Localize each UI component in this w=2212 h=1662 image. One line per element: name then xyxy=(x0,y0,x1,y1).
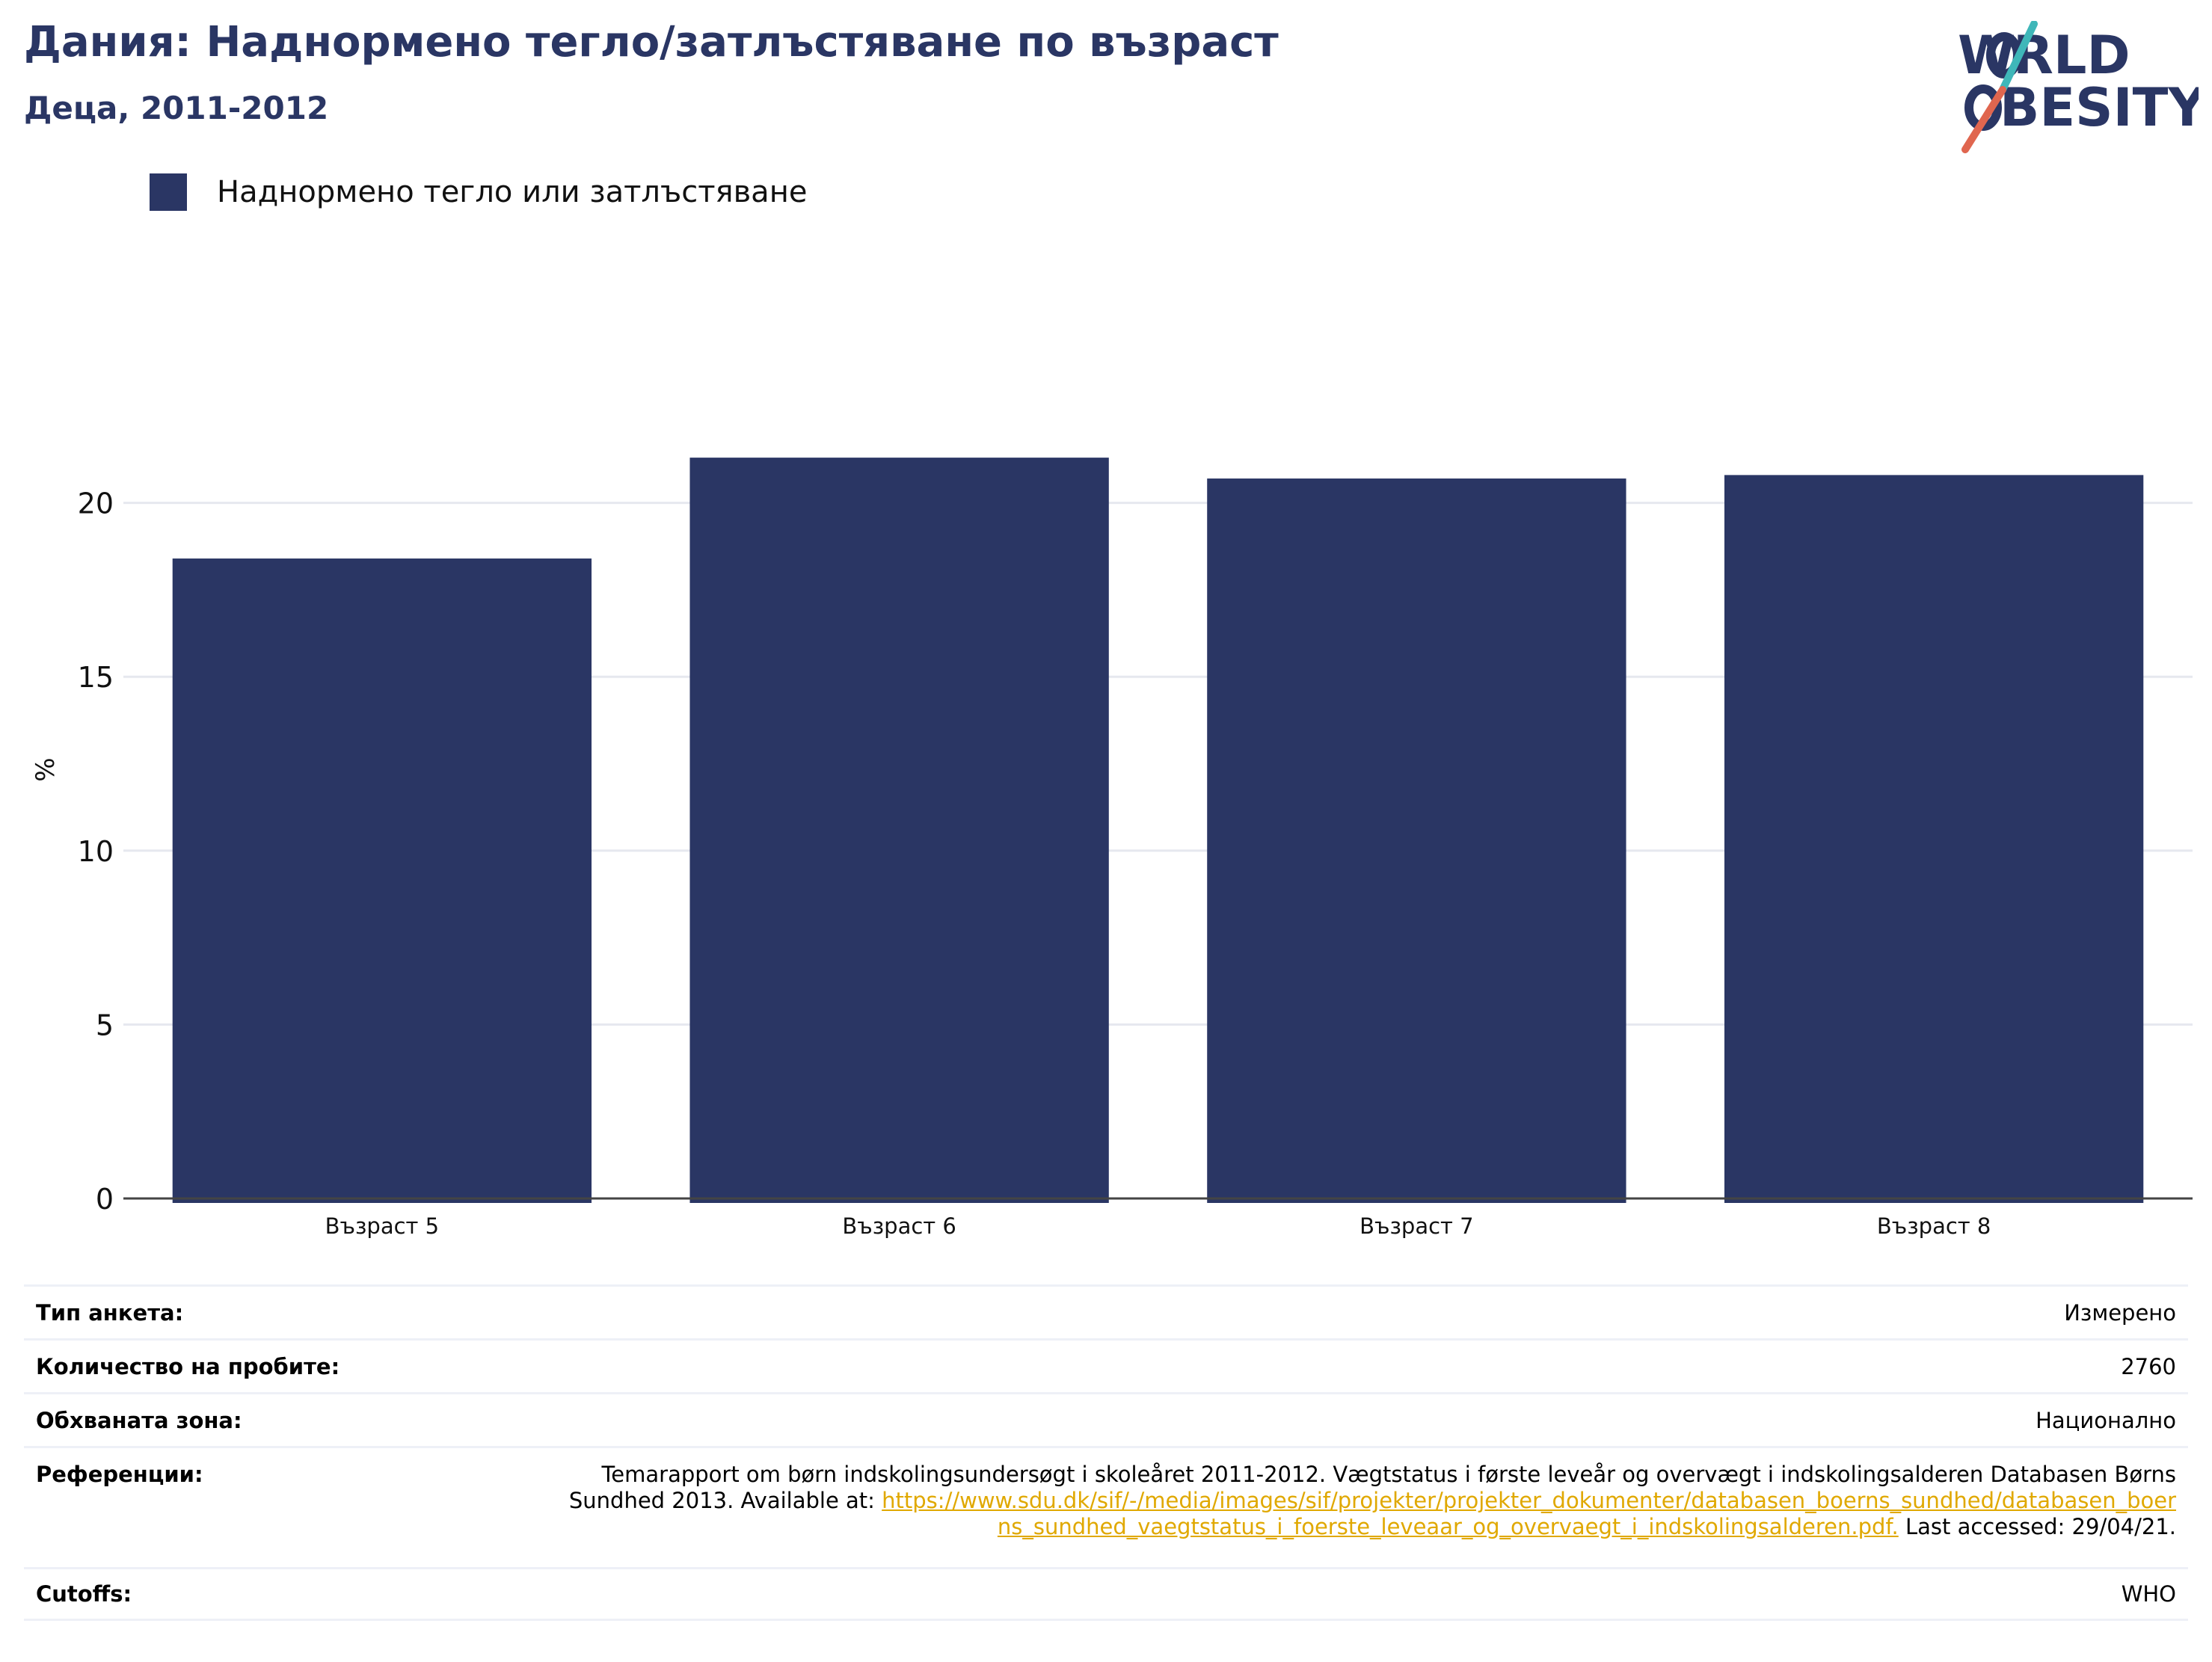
x-tick-label: Възраст 7 xyxy=(1360,1213,1474,1239)
coverage-value: Национално xyxy=(2036,1407,2176,1433)
cutoffs-value: WHO xyxy=(2121,1581,2176,1607)
info-table: Тип анкета: Измерено Количество на проби… xyxy=(24,1284,2188,1621)
references-value: Temarapport om børn indskolingsundersøgt… xyxy=(568,1462,2176,1540)
bar xyxy=(1724,475,2144,1203)
world-obesity-logo: W RLD BESITY xyxy=(1958,21,2199,153)
bar xyxy=(172,558,592,1203)
y-tick-label: 5 xyxy=(96,1009,114,1041)
svg-text:BESITY: BESITY xyxy=(2000,77,2199,138)
page-subtitle: Деца, 2011-2012 xyxy=(24,90,329,126)
y-tick-label: 10 xyxy=(78,835,114,868)
legend-label: Наднормено тегло или затлъстяване xyxy=(217,175,808,209)
bar xyxy=(689,458,1109,1203)
y-tick-label: 0 xyxy=(96,1183,114,1216)
chart-legend: Наднормено тегло или затлъстяване xyxy=(150,173,807,211)
survey-type-value: Измерено xyxy=(2064,1299,2176,1326)
y-tick-label: 15 xyxy=(78,661,114,694)
x-tick-label: Възраст 6 xyxy=(842,1213,956,1239)
survey-type-label: Тип анкета: xyxy=(36,1299,184,1326)
references-label: Референции: xyxy=(36,1462,203,1487)
info-row-cutoffs: Cutoffs: WHO xyxy=(24,1567,2188,1621)
y-tick-label: 20 xyxy=(78,487,114,520)
references-link[interactable]: https://www.sdu.dk/sif/-/media/images/si… xyxy=(882,1488,2176,1539)
references-accessed: Last accessed: 29/04/21. xyxy=(1898,1514,2176,1539)
y-axis-label: % xyxy=(31,757,61,781)
legend-swatch xyxy=(150,173,187,211)
sample-size-label: Количество на пробите: xyxy=(36,1353,340,1379)
bar xyxy=(1207,478,1626,1203)
cutoffs-label: Cutoffs: xyxy=(36,1581,132,1607)
info-row-survey-type: Тип анкета: Измерено xyxy=(24,1284,2188,1338)
info-row-references: Референции: Temarapport om børn indskoli… xyxy=(24,1446,2188,1567)
info-row-coverage: Обхваната зона: Национално xyxy=(24,1392,2188,1446)
references-text: Temarapport om børn indskolingsundersøgt… xyxy=(568,1462,2176,1513)
info-row-sample-size: Количество на пробите: 2760 xyxy=(24,1338,2188,1392)
page-title: Дания: Наднормено тегло/затлъстяване по … xyxy=(24,18,1279,67)
coverage-label: Обхваната зона: xyxy=(36,1407,242,1433)
sample-size-value: 2760 xyxy=(2121,1353,2176,1379)
x-tick-label: Възраст 8 xyxy=(1877,1213,1991,1239)
bar-chart: 0 5 10 15 20% Възраст 5 Възраст 6 Възраст 7 Възр… xyxy=(31,458,2193,1239)
x-tick-label: Възраст 5 xyxy=(325,1213,440,1239)
